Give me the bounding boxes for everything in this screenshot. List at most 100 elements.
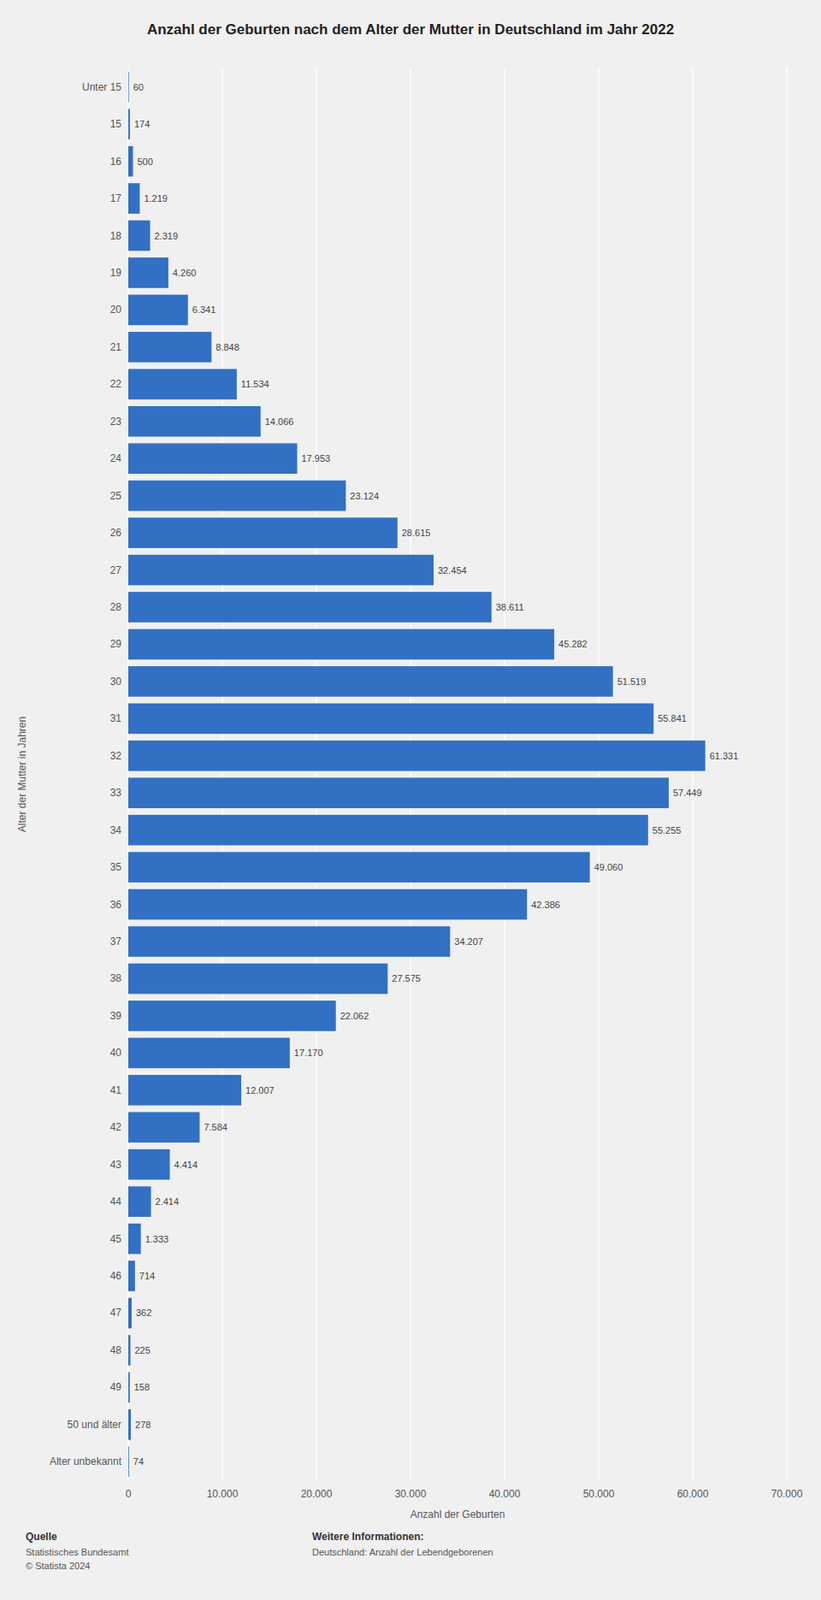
y-tick-label: 24 xyxy=(110,452,123,465)
y-tick-label: 21 xyxy=(110,341,123,354)
data-label: 11.534 xyxy=(241,378,270,390)
bar xyxy=(128,926,450,957)
bar xyxy=(128,257,169,289)
annotation: Weitere Informationen: xyxy=(312,1530,424,1543)
bar xyxy=(128,183,140,214)
data-label: 7.584 xyxy=(203,1122,228,1133)
grid-line xyxy=(315,68,318,1481)
y-tick-label: 39 xyxy=(110,1010,123,1022)
data-label: 34.207 xyxy=(454,936,484,947)
grid-line xyxy=(221,68,224,1481)
y-tick-label: 18 xyxy=(110,230,123,243)
y-tick-label: 23 xyxy=(110,415,123,428)
y-tick-label: 35 xyxy=(110,861,123,874)
data-label: 158 xyxy=(134,1382,150,1393)
bar xyxy=(128,146,134,178)
bar xyxy=(128,1038,290,1070)
bars xyxy=(128,71,706,1477)
bar xyxy=(128,666,614,697)
y-tick-label: 28 xyxy=(110,601,123,614)
data-label: 174 xyxy=(134,118,150,130)
y-tick-label: 29 xyxy=(110,637,123,650)
x-tick-label: 60.000 xyxy=(677,1488,709,1501)
bar xyxy=(128,1111,200,1143)
y-tick-label: 44 xyxy=(110,1195,123,1208)
data-label: 60 xyxy=(133,82,144,93)
data-label: 6.341 xyxy=(192,304,217,315)
data-label: 714 xyxy=(139,1270,155,1282)
y-tick-label: 46 xyxy=(110,1269,123,1282)
data-label: 23.124 xyxy=(349,490,379,502)
bar xyxy=(128,1298,132,1329)
bar xyxy=(128,555,434,586)
x-tick-label: 70.000 xyxy=(771,1488,804,1501)
data-label: 61.331 xyxy=(709,750,739,762)
y-tick-label: Alter unbekannt xyxy=(49,1455,123,1468)
data-label: 278 xyxy=(135,1419,151,1430)
y-tick-label: 47 xyxy=(110,1306,123,1319)
y-tick-label: 37 xyxy=(110,935,123,948)
grid xyxy=(128,68,787,1481)
y-tick-label: 41 xyxy=(110,1084,123,1097)
bar xyxy=(128,442,297,474)
data-label: 49.060 xyxy=(594,862,624,873)
bar xyxy=(128,889,527,921)
bar xyxy=(128,108,130,140)
bar xyxy=(128,1260,136,1292)
bar xyxy=(128,1074,242,1106)
data-label: 1.333 xyxy=(145,1234,170,1245)
y-tick-label: 31 xyxy=(110,712,123,725)
grid-line xyxy=(409,68,412,1481)
y-tick-label: 27 xyxy=(110,564,123,577)
y-tick-label: 42 xyxy=(110,1121,123,1134)
y-tick-label: 48 xyxy=(110,1344,123,1357)
bar xyxy=(128,406,261,438)
bar xyxy=(128,740,706,772)
annotation: Quelle xyxy=(25,1530,58,1543)
bar xyxy=(128,1186,152,1217)
bar xyxy=(128,368,237,400)
background xyxy=(0,0,821,1600)
data-label: 4.414 xyxy=(174,1159,199,1170)
y-tick-label: 16 xyxy=(110,155,123,168)
data-label: 55.841 xyxy=(657,713,687,724)
bar xyxy=(128,71,130,103)
bar xyxy=(128,1000,337,1032)
bar xyxy=(128,331,212,363)
x-tick-label: 20.000 xyxy=(301,1488,333,1501)
x-tick-label: 0 xyxy=(125,1488,132,1501)
data-label: 17.170 xyxy=(294,1047,324,1058)
data-label: 2.414 xyxy=(155,1196,180,1207)
x-tick-label: 50.000 xyxy=(583,1488,615,1501)
y-tick-label: 19 xyxy=(110,266,123,279)
bar xyxy=(128,777,669,809)
chart: Anzahl der Geburten nach dem Alter der M… xyxy=(0,0,821,1600)
y-tick-label: 25 xyxy=(110,490,123,503)
title: Anzahl der Geburten nach dem Alter der M… xyxy=(147,21,674,38)
data-label: 17.953 xyxy=(301,453,331,464)
data-label: 28.615 xyxy=(401,527,432,538)
data-label: 12.007 xyxy=(245,1085,275,1096)
data-label: 225 xyxy=(134,1345,150,1356)
bar xyxy=(128,591,492,623)
x-axis-label: Anzahl der Geburten xyxy=(410,1508,506,1521)
bar xyxy=(128,480,346,512)
bar xyxy=(128,851,591,883)
y-tick-label: 20 xyxy=(110,303,123,316)
y-tick-label: 36 xyxy=(110,898,123,911)
y-tick-label: 33 xyxy=(110,786,123,799)
y-tick-label: 43 xyxy=(110,1158,123,1171)
bar xyxy=(128,629,555,661)
annotation: Deutschland: Anzahl der Lebendgeborenen xyxy=(312,1547,494,1558)
y-tick-label: 49 xyxy=(110,1381,123,1394)
y-tick-label: 22 xyxy=(110,378,123,390)
y-tick-label: 40 xyxy=(110,1046,123,1059)
bar xyxy=(128,1149,171,1181)
x-tick-label: 40.000 xyxy=(489,1488,521,1501)
bar xyxy=(128,963,388,995)
grid-line xyxy=(785,68,788,1481)
y-tick-label: 30 xyxy=(110,675,123,688)
y-axis-label: Alter der Mutter in Jahren xyxy=(16,716,29,833)
data-label: 32.454 xyxy=(437,565,467,576)
annotation: Statistisches Bundesamt xyxy=(25,1547,129,1558)
